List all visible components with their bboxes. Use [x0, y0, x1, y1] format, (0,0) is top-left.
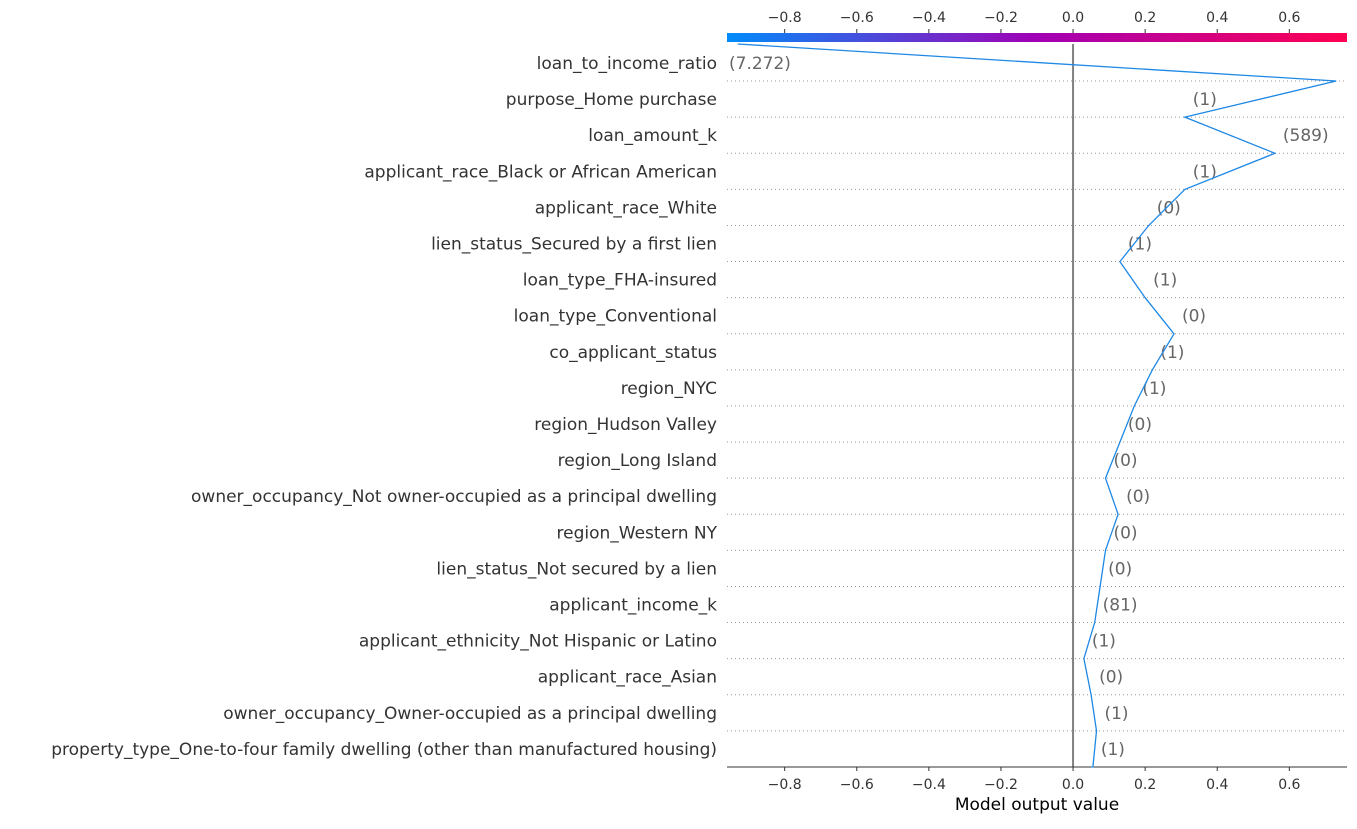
bottom-tick-label: −0.4 — [912, 777, 946, 793]
feature-label: applicant_race_White — [535, 198, 717, 218]
feature-label: loan_type_FHA-insured — [523, 271, 717, 291]
feature-label: loan_to_income_ratio — [537, 54, 717, 74]
feature-value: (0) — [1157, 198, 1181, 218]
top-tick-label: 0.6 — [1278, 10, 1300, 26]
feature-label: purpose_Home purchase — [506, 90, 717, 110]
feature-label: co_applicant_status — [549, 343, 717, 363]
feature-label: property_type_One-to-four family dwellin… — [51, 740, 717, 760]
feature-value: (0) — [1128, 415, 1152, 435]
feature-label: loan_type_Conventional — [514, 307, 717, 327]
feature-value: (1) — [1193, 90, 1217, 110]
bottom-tick-label: 0.0 — [1062, 777, 1084, 793]
feature-value: (1) — [1128, 235, 1152, 255]
grid-lines — [727, 80, 1347, 732]
feature-label: owner_occupancy_Not owner-occupied as a … — [191, 487, 717, 507]
top-tick-label: −0.8 — [768, 10, 802, 26]
bottom-tick-label: −0.6 — [840, 777, 874, 793]
feature-label: region_Western NY — [557, 523, 718, 543]
bottom-tick-label: 0.6 — [1278, 777, 1300, 793]
feature-label: loan_amount_k — [588, 126, 717, 146]
bottom-tick-label: −0.8 — [768, 777, 802, 793]
feature-label: region_NYC — [621, 379, 717, 399]
feature-value: (0) — [1182, 307, 1206, 327]
feature-value: (1) — [1142, 379, 1166, 399]
feature-value: (589) — [1283, 126, 1329, 146]
feature-label: region_Hudson Valley — [534, 415, 717, 435]
feature-label: applicant_ethnicity_Not Hispanic or Lati… — [359, 632, 717, 652]
top-axis: −0.8 −0.6 −0.4 −0.2 0.0 0.2 0.4 0.6 — [768, 10, 1301, 33]
feature-value: (0) — [1113, 523, 1137, 543]
bottom-tick-label: 0.2 — [1134, 777, 1156, 793]
feature-value: (0) — [1108, 559, 1132, 579]
top-tick-label: 0.0 — [1062, 10, 1084, 26]
feature-label: lien_status_Not secured by a lien — [436, 559, 717, 579]
feature-value: (1) — [1153, 271, 1177, 291]
feature-label: lien_status_Secured by a first lien — [431, 235, 717, 255]
bottom-axis: −0.8 −0.6 −0.4 −0.2 0.0 0.2 0.4 0.6 — [727, 766, 1347, 793]
x-axis-label: Model output value — [955, 795, 1119, 815]
feature-value: (0) — [1099, 668, 1123, 688]
top-tick-label: −0.6 — [840, 10, 874, 26]
feature-label: applicant_race_Asian — [538, 668, 717, 688]
feature-label: region_Long Island — [558, 451, 717, 471]
top-tick-label: −0.2 — [984, 10, 1018, 26]
bottom-tick-label: 0.4 — [1206, 777, 1228, 793]
colorbar — [727, 33, 1347, 42]
feature-value: (1) — [1160, 343, 1184, 363]
feature-value: (81) — [1103, 596, 1138, 616]
top-tick-label: −0.4 — [912, 10, 946, 26]
feature-value: (1) — [1193, 162, 1217, 182]
feature-labels: loan_to_income_ratio purpose_Home purchas… — [51, 54, 717, 760]
feature-value: (1) — [1092, 632, 1116, 652]
feature-label: owner_occupancy_Owner-occupied as a prin… — [223, 704, 717, 724]
feature-value: (7.272) — [729, 54, 791, 74]
feature-value: (0) — [1126, 487, 1150, 507]
feature-value: (0) — [1113, 451, 1137, 471]
top-tick-label: 0.4 — [1206, 10, 1228, 26]
decision-line — [737, 43, 1337, 768]
feature-label: applicant_race_Black or African American — [364, 162, 717, 182]
feature-value: (1) — [1104, 704, 1128, 724]
top-tick-label: 0.2 — [1134, 10, 1156, 26]
bottom-tick-label: −0.2 — [984, 777, 1018, 793]
feature-values: (7.272)(1)(589)(1)(0)(1)(1)(0)(1)(1)(0)(… — [729, 54, 1329, 760]
feature-label: applicant_income_k — [549, 596, 717, 616]
feature-value: (1) — [1101, 740, 1125, 760]
